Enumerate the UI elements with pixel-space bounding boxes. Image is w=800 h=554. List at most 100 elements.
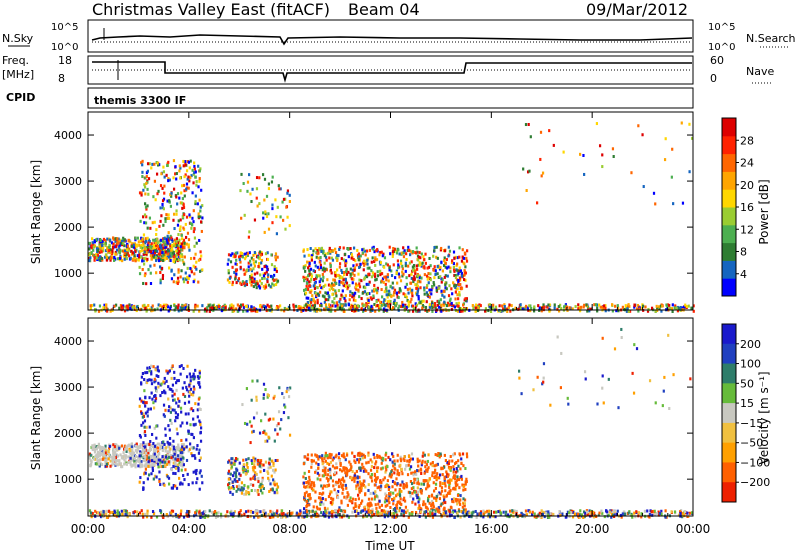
echo-cell bbox=[183, 478, 186, 482]
echo-cell bbox=[530, 306, 533, 310]
echo-cell bbox=[199, 205, 202, 209]
echo-cell bbox=[198, 419, 201, 423]
echo-cell bbox=[440, 489, 444, 493]
echo-cell bbox=[422, 503, 425, 507]
echo-cell bbox=[438, 305, 441, 309]
echo-cell bbox=[303, 471, 306, 475]
echo-cell bbox=[157, 244, 160, 248]
echo-cell bbox=[315, 255, 318, 259]
echo-cell bbox=[328, 256, 331, 260]
echo-cell bbox=[376, 454, 379, 458]
echo-cell bbox=[104, 239, 107, 243]
echo-cell bbox=[97, 247, 101, 251]
echo-cell bbox=[162, 403, 166, 407]
echo-cell bbox=[298, 307, 301, 311]
echo-cell bbox=[138, 253, 141, 257]
echo-cell bbox=[121, 249, 124, 253]
echo-cell bbox=[155, 424, 158, 428]
echo-cell bbox=[275, 482, 278, 486]
echo-cell bbox=[321, 486, 324, 490]
echo-cell bbox=[440, 502, 443, 506]
echo-cell bbox=[144, 176, 147, 180]
echo-cell bbox=[107, 449, 110, 453]
echo-cell bbox=[312, 299, 315, 303]
echo-cell bbox=[152, 447, 155, 451]
echo-cell bbox=[328, 492, 332, 496]
echo-cell bbox=[146, 226, 149, 230]
echo-cell bbox=[194, 200, 197, 204]
echo-cell bbox=[178, 255, 181, 259]
echo-cell bbox=[352, 264, 355, 268]
echo-cell bbox=[98, 250, 101, 254]
echo-cell bbox=[99, 244, 103, 248]
echo-cell bbox=[365, 275, 369, 279]
echo-cell bbox=[103, 458, 106, 462]
echo-cell bbox=[130, 444, 134, 448]
echo-cell bbox=[175, 239, 178, 243]
echo-cell bbox=[254, 260, 257, 264]
echo-cell bbox=[314, 291, 317, 295]
echo-cell bbox=[400, 251, 403, 255]
echo-cell bbox=[130, 442, 133, 446]
echo-cell bbox=[199, 439, 203, 443]
echo-cell bbox=[461, 483, 464, 487]
echo-cell bbox=[602, 306, 605, 310]
echo-cell bbox=[416, 460, 419, 464]
echo-cell bbox=[254, 471, 257, 475]
echo-cell bbox=[460, 477, 463, 481]
echo-cell bbox=[412, 264, 416, 268]
echo-cell bbox=[424, 460, 427, 464]
echo-cell bbox=[241, 255, 244, 259]
echo-cell bbox=[444, 484, 447, 488]
echo-cell bbox=[455, 479, 458, 483]
echo-cell bbox=[404, 293, 407, 297]
echo-cell bbox=[328, 288, 331, 292]
echo-cell bbox=[303, 304, 306, 308]
echo-cell bbox=[166, 216, 169, 220]
echo-cell bbox=[458, 486, 461, 490]
echo-cell bbox=[147, 460, 150, 464]
echo-cell bbox=[267, 182, 271, 186]
echo-cell bbox=[144, 221, 148, 225]
echo-cell bbox=[351, 291, 354, 295]
echo-cell bbox=[139, 435, 142, 439]
echo-cell bbox=[253, 250, 256, 254]
echo-cell bbox=[172, 159, 176, 163]
echo-cell bbox=[125, 449, 128, 453]
power-xticks bbox=[87, 112, 694, 310]
echo-cell bbox=[335, 294, 338, 298]
echo-cell bbox=[411, 288, 414, 292]
echo-cell bbox=[599, 305, 602, 309]
echo-cell bbox=[105, 306, 108, 310]
echo-cell bbox=[405, 252, 408, 256]
echo-cell bbox=[439, 484, 442, 488]
echo-cell bbox=[232, 462, 235, 466]
echo-cell bbox=[416, 274, 420, 278]
echo-cell bbox=[143, 247, 147, 251]
echo-cell bbox=[436, 299, 439, 303]
echo-cell bbox=[144, 306, 147, 310]
echo-cell bbox=[99, 461, 102, 465]
echo-cell bbox=[105, 515, 109, 519]
echo-cell bbox=[198, 309, 201, 313]
echo-cell bbox=[193, 161, 196, 165]
echo-cell bbox=[410, 452, 414, 456]
echo-cell bbox=[341, 270, 344, 274]
echo-cell bbox=[155, 172, 159, 176]
echo-cell bbox=[365, 469, 368, 473]
echo-cell bbox=[199, 215, 202, 219]
echo-cell bbox=[348, 469, 351, 473]
echo-cell bbox=[440, 289, 443, 293]
echo-cell bbox=[88, 258, 91, 262]
echo-cell bbox=[338, 276, 341, 280]
echo-cell bbox=[373, 497, 376, 501]
echo-cell bbox=[402, 251, 405, 255]
echo-cell bbox=[452, 268, 456, 272]
echo-cell bbox=[353, 454, 356, 458]
echo-cell bbox=[156, 161, 159, 165]
echo-cell bbox=[324, 473, 327, 477]
echo-cell bbox=[170, 388, 173, 392]
echo-cell bbox=[251, 476, 255, 480]
echo-cell bbox=[174, 411, 177, 415]
echo-cell bbox=[463, 273, 466, 277]
